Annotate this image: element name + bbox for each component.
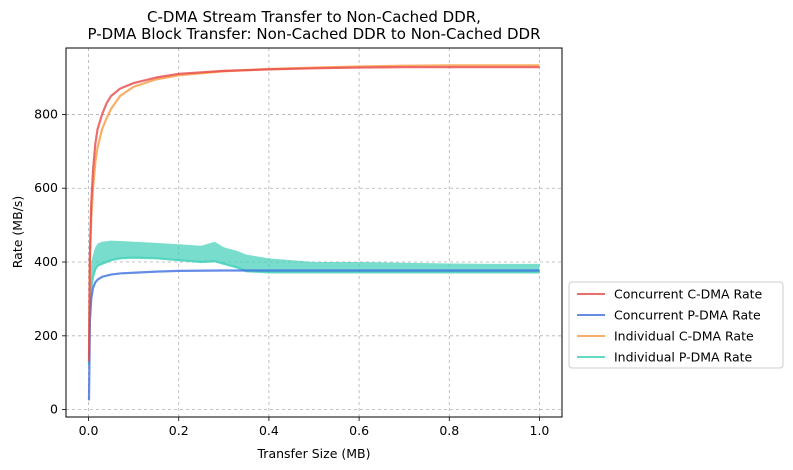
legend-label-concurrent-p-dma-rate: Concurrent P-DMA Rate xyxy=(614,308,761,323)
series-line-concurrent-p-dma-rate xyxy=(87,269,540,401)
x-tick-label: 1.0 xyxy=(530,423,550,438)
x-tick-label: 0.8 xyxy=(439,423,459,438)
legend: Concurrent C-DMA Rate Concurrent P-DMA Ra… xyxy=(568,281,784,369)
x-axis: 0.0 0.2 0.4 0.6 0.8 1.0 xyxy=(79,417,550,438)
plot-series xyxy=(87,64,540,401)
series-line-individual-p-dma-rate xyxy=(87,256,540,366)
series-line-concurrent-c-dma-rate xyxy=(87,66,540,362)
legend-box xyxy=(568,281,784,369)
y-axis-label: Rate (MB/s) xyxy=(10,196,25,268)
y-tick-label: 200 xyxy=(34,328,58,343)
series-line-individual-c-dma-rate xyxy=(87,64,540,355)
plot-area-frame xyxy=(65,47,563,418)
y-tick-label: 400 xyxy=(34,254,58,269)
y-tick-label: 0 xyxy=(50,402,58,417)
chart-title-line-2: P-DMA Block Transfer: Non-Cached DDR to … xyxy=(87,25,540,43)
legend-label-individual-p-dma-rate: Individual P-DMA Rate xyxy=(614,350,753,365)
x-tick-label: 0.4 xyxy=(259,423,279,438)
y-tick-label: 600 xyxy=(34,180,58,195)
legend-label-concurrent-c-dma-rate: Concurrent C-DMA Rate xyxy=(614,287,763,302)
x-tick-label: 0.6 xyxy=(349,423,369,438)
x-tick-label: 0.2 xyxy=(169,423,189,438)
x-axis-label: Transfer Size (MB) xyxy=(257,446,371,461)
y-tick-label: 800 xyxy=(34,106,58,121)
legend-label-individual-c-dma-rate: Individual C-DMA Rate xyxy=(614,329,754,344)
chart-title-line-1: C-DMA Stream Transfer to Non-Cached DDR, xyxy=(147,8,481,26)
grid xyxy=(66,48,562,417)
x-tick-label: 0.0 xyxy=(79,423,99,438)
y-axis: 0 200 400 600 800 xyxy=(34,106,66,417)
